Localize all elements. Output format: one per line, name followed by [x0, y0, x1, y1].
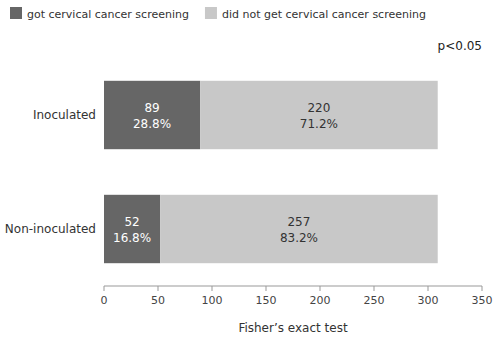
- data-labels: 89 28.8% 220 71.2% 52 16.8% 257 83.2%: [113, 101, 338, 245]
- chart-svg: got cervical cancer screening did not get…: [0, 0, 500, 342]
- chart-container: got cervical cancer screening did not get…: [0, 0, 500, 342]
- bar-segment: [104, 195, 160, 263]
- legend-label: got cervical cancer screening: [27, 8, 189, 21]
- x-axis-line: [104, 286, 482, 287]
- percent-label: 16.8%: [113, 231, 151, 245]
- legend-swatch: [205, 7, 217, 19]
- x-tick: [212, 286, 213, 291]
- data-label: 52: [124, 215, 139, 229]
- category-label: Inoculated: [33, 108, 96, 122]
- bars: [104, 81, 438, 263]
- annotation: p<0.05: [438, 39, 482, 53]
- x-tick-label: 100: [202, 294, 223, 307]
- x-tick-label: 150: [256, 294, 277, 307]
- x-tick: [104, 286, 105, 291]
- x-tick: [266, 286, 267, 291]
- x-tick: [320, 286, 321, 291]
- bar-segment: [104, 81, 200, 149]
- data-label: 89: [144, 101, 159, 115]
- percent-label: 28.8%: [133, 117, 171, 131]
- x-tick: [482, 286, 483, 291]
- x-tick: [374, 286, 375, 291]
- x-tick-label: 0: [101, 294, 108, 307]
- data-label: 220: [307, 101, 330, 115]
- x-tick: [428, 286, 429, 291]
- percent-label: 83.2%: [280, 231, 318, 245]
- x-axis: 0 50 100 150 200 250 300 350: [101, 286, 493, 307]
- x-tick-label: 50: [151, 294, 165, 307]
- bar-segment: [160, 195, 438, 263]
- legend: got cervical cancer screening did not get…: [10, 7, 426, 21]
- x-axis-title: Fisher’s exact test: [238, 321, 348, 335]
- legend-swatch: [10, 7, 22, 19]
- percent-label: 71.2%: [300, 117, 338, 131]
- data-label: 257: [287, 215, 310, 229]
- x-tick-label: 350: [472, 294, 493, 307]
- bar-segment: [200, 81, 438, 149]
- x-tick-label: 300: [418, 294, 439, 307]
- legend-label: did not get cervical cancer screening: [222, 8, 426, 21]
- x-tick: [158, 286, 159, 291]
- x-tick-label: 250: [364, 294, 385, 307]
- x-tick-label: 200: [310, 294, 331, 307]
- category-label: Non-inoculated: [5, 222, 96, 236]
